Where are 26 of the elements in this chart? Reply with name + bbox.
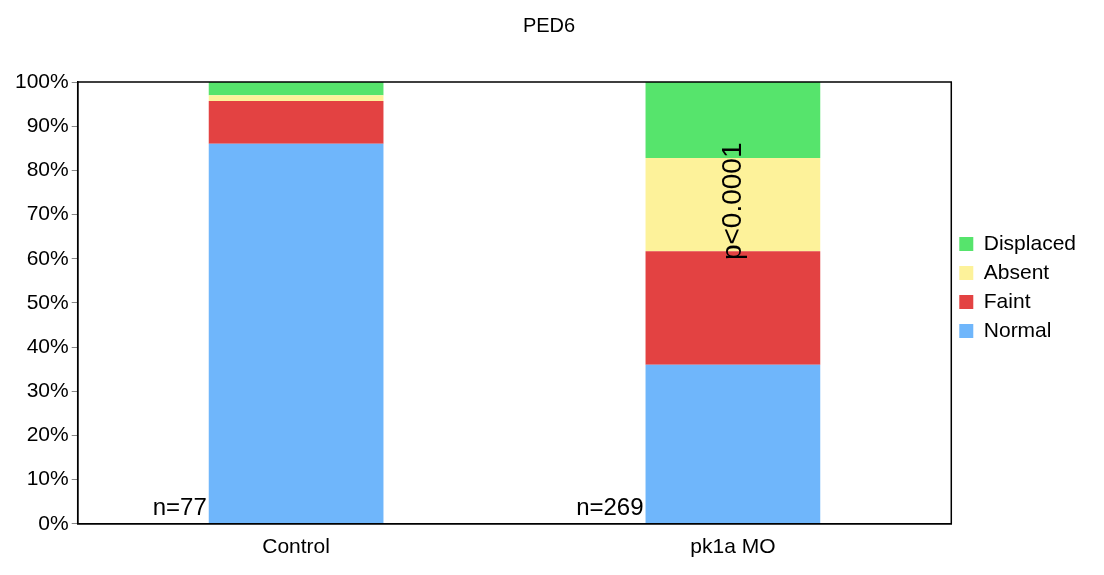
bar <box>208 95 384 101</box>
chart-title: PED6 <box>522 13 576 36</box>
y-tick-label: 90% <box>26 112 69 136</box>
y-tick-label: 60% <box>26 245 69 269</box>
bar <box>208 143 384 524</box>
bar <box>208 82 384 96</box>
x-tick-label: Control <box>262 534 330 558</box>
y-tick-label: 20% <box>26 422 69 446</box>
y-tick-label: 10% <box>26 466 69 490</box>
x-tick-label: pk1a MO <box>690 534 776 558</box>
legend-label: Faint <box>983 288 1031 312</box>
y-tick-label: 80% <box>26 157 69 181</box>
y-tick-label: 0% <box>38 510 69 534</box>
legend-label: Absent <box>983 259 1050 283</box>
y-tick-label: 30% <box>26 378 69 402</box>
y-tick-label: 70% <box>26 201 69 225</box>
y-tick-label: 40% <box>26 333 69 357</box>
annotation: n=77 <box>152 493 207 521</box>
legend-label: Normal <box>983 317 1052 341</box>
y-tick-label: 100% <box>14 68 69 92</box>
y-tick-label: 50% <box>26 289 69 313</box>
bar <box>208 101 384 144</box>
annotation: p<0.0001 <box>715 142 747 261</box>
bar <box>645 364 821 524</box>
legend-label: Displaced <box>983 230 1077 254</box>
annotation: n=269 <box>576 493 644 521</box>
